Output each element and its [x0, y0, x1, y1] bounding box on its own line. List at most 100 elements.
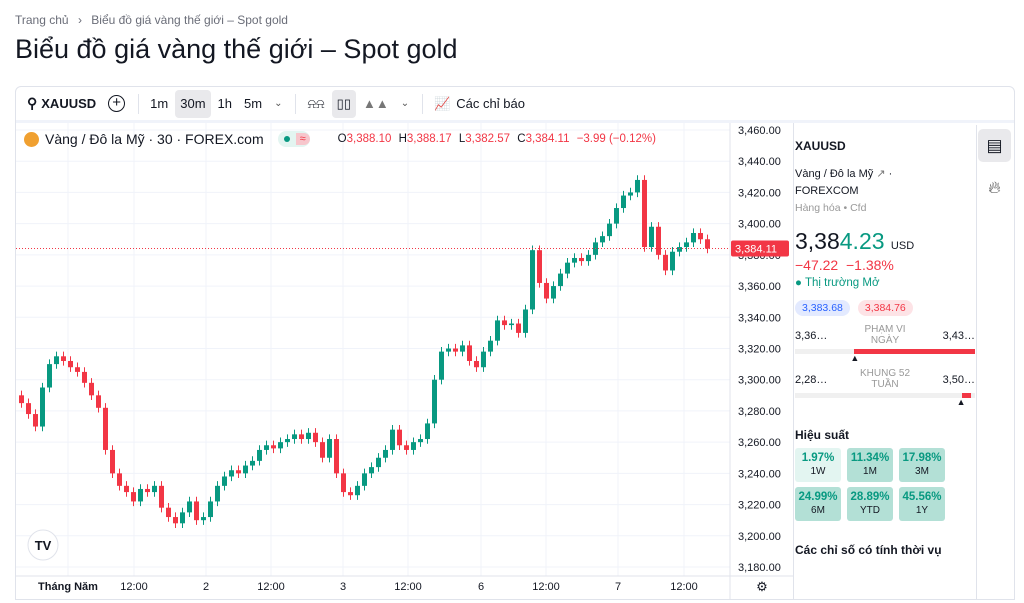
x-tick-label: 12:00 — [394, 581, 422, 593]
candle — [264, 445, 269, 450]
divider — [138, 93, 140, 114]
candle — [691, 233, 696, 243]
candle — [138, 488, 143, 502]
performance-value: 45.56% — [902, 491, 942, 503]
candle — [488, 340, 493, 352]
settings-icon[interactable]: ⚙ — [756, 579, 768, 594]
search-icon: ⚲ — [27, 95, 38, 111]
candle — [243, 465, 248, 474]
indicators-label: Các chỉ báo — [456, 96, 525, 111]
candle — [334, 439, 339, 474]
sidebar-divider — [976, 125, 977, 599]
ask-badge: 3,384.76 — [857, 300, 913, 316]
candle — [26, 403, 31, 415]
panel-name[interactable]: Vàng / Đô la Mỹ — [795, 168, 874, 180]
candle — [47, 364, 52, 388]
candle — [285, 439, 290, 443]
candle — [166, 507, 171, 518]
candle — [327, 439, 332, 458]
panel-symbol: XAUUSD — [795, 139, 846, 153]
low-value: 3,382.57 — [465, 133, 511, 145]
area-style-button[interactable]: ▲▲ — [358, 90, 394, 118]
candle — [117, 473, 122, 486]
tradingview-logo-icon: TV — [35, 538, 52, 553]
candle — [54, 356, 59, 365]
candle — [257, 449, 262, 461]
breadcrumb-home[interactable]: Trang chủ — [15, 13, 69, 27]
price-chart[interactable]: 3,460.003,440.003,420.003,400.003,380.00… — [16, 123, 794, 600]
indicators-button[interactable]: 📈 Các chỉ báo — [429, 90, 530, 118]
open-value: 3,388.10 — [346, 133, 392, 145]
breadcrumb-separator: › — [77, 13, 82, 27]
performance-value: 24.99% — [798, 491, 838, 503]
external-link-icon[interactable]: ↗ — [876, 168, 886, 180]
high-value: 3,388.17 — [406, 133, 452, 145]
market-status: Thị trường Mở — [804, 277, 880, 289]
candle — [698, 233, 703, 240]
candle — [376, 457, 381, 468]
interval-1h[interactable]: 1h — [217, 96, 232, 111]
y-tick-label: 3,200.00 — [738, 531, 781, 543]
candles-style-button[interactable]: ▯▯ — [331, 89, 356, 118]
candle — [89, 382, 94, 396]
candle — [635, 179, 640, 193]
compare-button[interactable]: + — [103, 90, 130, 118]
52w-range-fill — [962, 393, 971, 398]
details-icon[interactable]: ▤ — [978, 129, 1011, 162]
performance-period: 1M — [863, 466, 877, 477]
interval-30m[interactable]: 30m — [175, 89, 211, 118]
interval-1m[interactable]: 1m — [150, 96, 169, 111]
candle — [558, 273, 563, 287]
y-tick-label: 3,320.00 — [738, 344, 781, 356]
candle — [187, 501, 192, 513]
candle — [621, 195, 626, 209]
candle — [677, 247, 682, 252]
day-range-label: PHẠM VI NGÀY — [864, 324, 906, 346]
performance-value: 1.97% — [801, 452, 835, 464]
performance-1W[interactable]: 1.97% 1W — [795, 448, 841, 482]
bar-style-button[interactable]: ⍾⍾ — [302, 90, 329, 118]
day-range-bar: ▲ — [795, 349, 975, 363]
y-tick-label: 3,280.00 — [738, 406, 781, 418]
candle — [649, 226, 654, 248]
candle — [103, 407, 108, 450]
market-status-badge[interactable]: ≈ — [277, 131, 310, 147]
performance-3M[interactable]: 17.98% 3M — [899, 448, 945, 482]
candle — [292, 434, 297, 440]
chevron-down-icon[interactable]: ⌄ — [400, 98, 410, 109]
candle — [537, 250, 542, 283]
seasonals-title: Các chỉ số có tính thời vụ — [795, 543, 942, 557]
high-label: H — [398, 133, 407, 145]
flame-icon[interactable]: 🔥︎ — [988, 178, 1001, 197]
performance-1Y[interactable]: 45.56% 1Y — [899, 487, 945, 521]
performance-title: Hiệu suất — [795, 428, 850, 442]
day-range-fill — [854, 349, 975, 354]
chart-legend: Vàng / Đô la Mỹ · 30 · FOREX.com ≈ O3,38… — [24, 131, 656, 147]
performance-6M[interactable]: 24.99% 6M — [795, 487, 841, 521]
candle — [579, 257, 584, 262]
y-tick-label: 3,180.00 — [738, 562, 781, 574]
candle — [124, 485, 129, 493]
chevron-down-icon[interactable]: ⌄ — [274, 98, 283, 109]
interval-5m[interactable]: 5m — [244, 96, 263, 111]
divider — [295, 93, 297, 114]
candle — [222, 476, 227, 486]
symbol-search-button[interactable]: ⚲ XAUUSD — [22, 90, 101, 118]
performance-YTD[interactable]: 28.89% YTD — [847, 487, 893, 521]
candle — [600, 236, 605, 243]
page-title: Biểu đồ giá vàng thế giới – Spot gold — [15, 34, 458, 64]
breadcrumb-current[interactable]: Biểu đồ giá vàng thế giới – Spot gold — [91, 13, 288, 27]
chart-toolbar: ⚲ XAUUSD + 1m 30m 1h 5m ⌄ ⍾⍾ ▯▯ ▲▲ ⌄ 📈 Các… — [16, 87, 1014, 123]
candle — [460, 345, 465, 352]
candle — [572, 257, 577, 263]
candle — [663, 254, 668, 271]
price-change: −47.22 — [795, 257, 839, 273]
candle — [82, 371, 87, 383]
candle — [250, 460, 255, 466]
performance-period: 3M — [915, 466, 929, 477]
x-tick-label: 6 — [478, 581, 484, 593]
performance-period: 6M — [811, 505, 825, 516]
candle — [656, 226, 661, 255]
price-change-pct: −1.38% — [846, 257, 894, 273]
performance-1M[interactable]: 11.34% 1M — [847, 448, 893, 482]
